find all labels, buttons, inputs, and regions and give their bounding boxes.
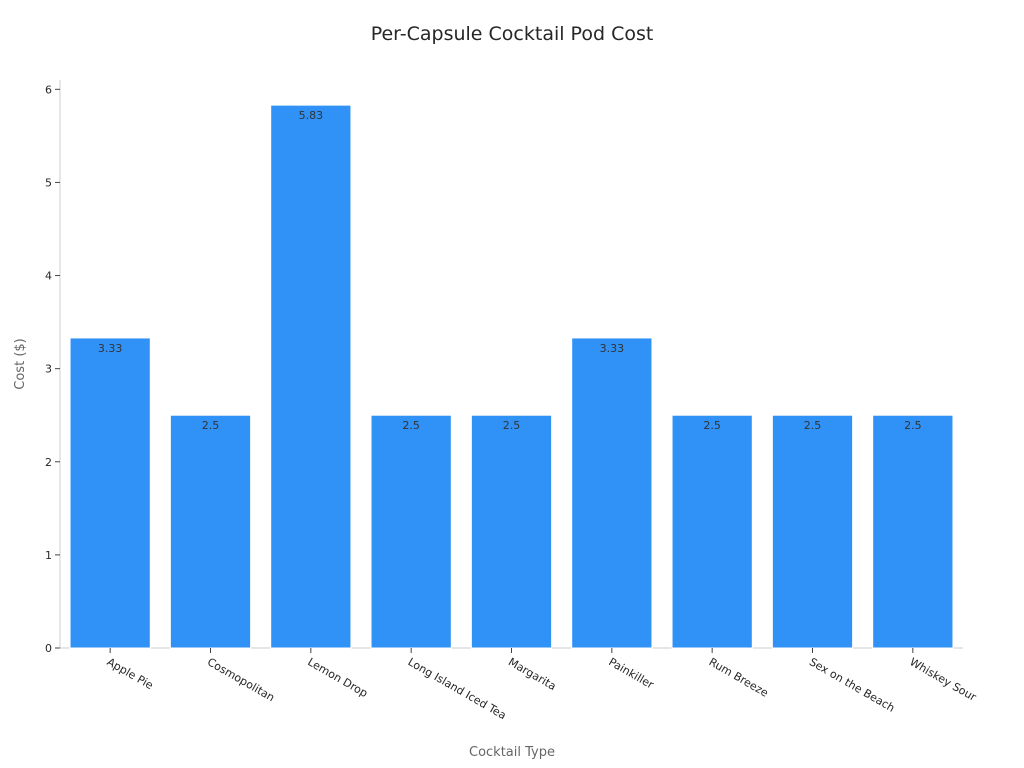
- chart-title: Per-Capsule Cocktail Pod Cost: [371, 23, 654, 45]
- bar-value-label: 5.83: [299, 109, 324, 122]
- bar-value-label: 2.5: [703, 419, 721, 432]
- bar[interactable]: [872, 414, 954, 649]
- y-tick-label: 2: [45, 456, 52, 469]
- y-axis-title: Cost ($): [13, 338, 28, 389]
- bar[interactable]: [671, 414, 753, 649]
- y-tick-label: 0: [45, 642, 52, 655]
- x-tick-label: Whiskey Sour: [907, 655, 979, 704]
- x-axis-title: Cocktail Type: [469, 745, 555, 760]
- x-tick-label: Sex on the Beach: [807, 655, 897, 714]
- bar[interactable]: [69, 337, 151, 649]
- bar[interactable]: [571, 337, 653, 649]
- x-tick-label: Apple Pie: [105, 655, 156, 692]
- bar[interactable]: [270, 104, 352, 649]
- bar[interactable]: [771, 414, 854, 649]
- x-tick-label: Painkiller: [606, 655, 656, 691]
- y-tick-label: 6: [45, 83, 52, 96]
- x-tick-label: Lemon Drop: [305, 655, 370, 700]
- bar-value-label: 2.5: [804, 419, 822, 432]
- x-tick-label: Long Island Iced Tea: [406, 655, 509, 722]
- bar-value-label: 2.5: [503, 419, 521, 432]
- x-tick-label: Cosmopolitan: [205, 655, 277, 704]
- y-tick-label: 4: [45, 270, 52, 283]
- bar-value-label: 3.33: [600, 342, 625, 355]
- bar-value-label: 3.33: [98, 342, 123, 355]
- bar-value-label: 2.5: [904, 419, 922, 432]
- x-tick-label: Rum Breeze: [707, 655, 771, 699]
- x-tick-label: Margarita: [506, 655, 558, 693]
- y-tick-label: 3: [45, 363, 52, 376]
- bar[interactable]: [370, 414, 452, 649]
- y-tick-label: 1: [45, 549, 52, 562]
- y-tick-label: 5: [45, 176, 52, 189]
- plot-area: 0 1 2 3 4 5 6 3.33 Apple Pie 2.5 Cosmopolitan 5.83 L…: [45, 80, 979, 722]
- bar[interactable]: [169, 414, 252, 649]
- bar[interactable]: [470, 414, 553, 649]
- bar-value-label: 2.5: [202, 419, 220, 432]
- bar-value-label: 2.5: [402, 419, 420, 432]
